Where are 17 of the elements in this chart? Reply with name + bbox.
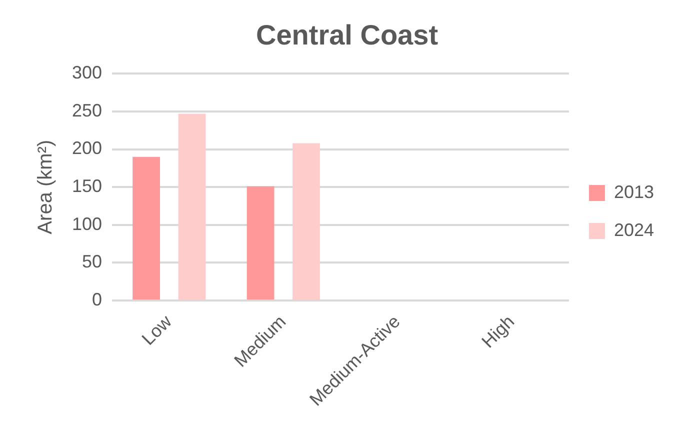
bar	[132, 156, 160, 300]
bar	[292, 143, 320, 300]
chart-title: Central Coast	[256, 20, 438, 51]
x-tick-label: High	[478, 311, 518, 352]
y-tick-label: 0	[92, 290, 102, 310]
y-tick-label: 100	[72, 214, 102, 234]
y-tick-label: 200	[72, 138, 102, 158]
x-tick-label: Low	[138, 310, 176, 349]
y-tick-label: 50	[82, 252, 102, 272]
y-tick-label: 300	[72, 62, 102, 83]
y-tick-label: 250	[72, 100, 102, 120]
legend-label: 2024	[614, 220, 654, 240]
y-axis-title: Area (km²)	[34, 140, 57, 234]
y-tick-label: 150	[72, 176, 102, 196]
bar	[246, 186, 274, 300]
legend-label: 2013	[614, 182, 654, 202]
bar	[178, 114, 206, 300]
